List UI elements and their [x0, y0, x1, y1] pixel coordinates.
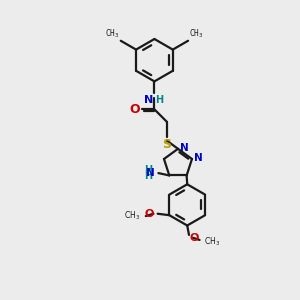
Text: CH$_3$: CH$_3$ [124, 210, 140, 222]
Text: N: N [146, 168, 155, 178]
Text: H: H [144, 171, 152, 181]
Text: CH$_3$: CH$_3$ [105, 27, 120, 40]
Text: N: N [194, 153, 203, 163]
Text: N: N [144, 95, 153, 105]
Text: O: O [129, 103, 140, 116]
Text: O: O [190, 233, 199, 243]
Text: H: H [155, 95, 163, 105]
Text: CH$_3$: CH$_3$ [204, 235, 220, 248]
Text: O: O [145, 209, 154, 219]
Text: S: S [162, 138, 171, 151]
Text: H: H [144, 165, 152, 175]
Text: N: N [180, 142, 188, 153]
Text: CH$_3$: CH$_3$ [189, 27, 203, 40]
